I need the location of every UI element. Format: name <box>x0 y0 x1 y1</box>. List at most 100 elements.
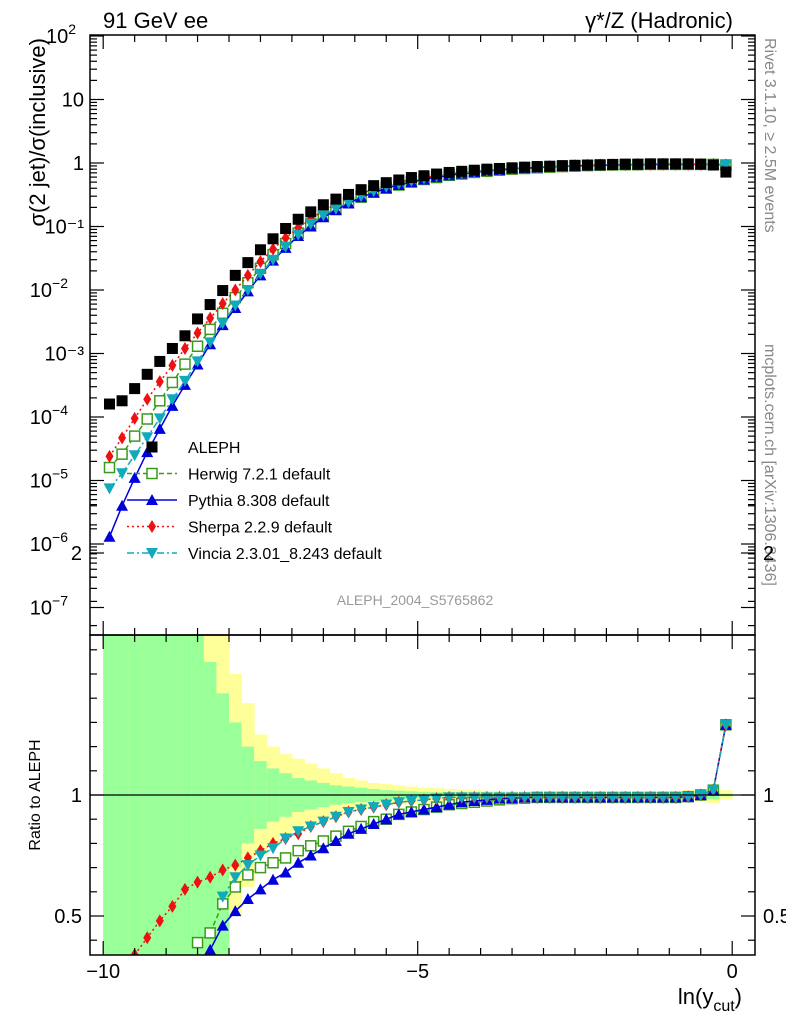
y-tick-label: 10−2 <box>30 275 68 302</box>
rivet-version-label: Rivet 3.1.10, ≥ 2.5M events <box>761 38 778 233</box>
ratio-point-vincia <box>355 804 368 816</box>
ratio-point-vincia <box>241 860 254 872</box>
ratio-y-tick-label: 2 <box>71 543 82 565</box>
ratio-point-sherpa <box>218 863 227 877</box>
ratio-point-vincia <box>292 826 305 838</box>
main-point-vincia <box>116 468 129 480</box>
main-point-vincia <box>204 337 217 349</box>
main-point-sherpa <box>206 311 215 325</box>
ratio-point-herwig <box>191 936 204 949</box>
main-point-aleph <box>242 257 254 269</box>
ratio-point-pythia <box>204 943 217 955</box>
main-point-aleph <box>531 161 543 173</box>
main-point-vincia <box>191 356 204 368</box>
main-point-aleph <box>506 162 518 174</box>
main-point-aleph <box>103 398 115 410</box>
main-point-aleph <box>707 159 719 171</box>
ratio-point-sherpa <box>168 899 177 913</box>
main-point-aleph <box>431 168 443 180</box>
header-left-title: 91 GeV ee <box>103 8 208 33</box>
legend-marker <box>146 548 158 559</box>
legend-label: ALEPH <box>188 440 240 457</box>
band-inner-bin <box>191 635 205 955</box>
main-point-herwig <box>154 395 166 407</box>
band-inner-bin <box>103 635 117 955</box>
ratio-y-tick-label: 1 <box>71 785 82 807</box>
main-point-aleph <box>468 164 480 176</box>
main-point-herwig <box>166 376 179 389</box>
main-point-pythia <box>103 530 116 542</box>
ratio-point-pythia <box>380 813 393 825</box>
main-point-aleph <box>607 158 619 170</box>
main-point-aleph <box>154 355 166 367</box>
ratio-ylabel: Ratio to ALEPH <box>27 739 44 850</box>
main-ylabel: σ(2 jet)/σ(inclusive) <box>25 38 50 227</box>
main-point-herwig <box>103 461 116 474</box>
main-point-aleph <box>393 174 405 186</box>
main-point-vincia <box>178 375 191 387</box>
main-point-aleph <box>519 161 531 173</box>
main-point-aleph <box>720 166 732 178</box>
main-point-aleph <box>657 158 669 170</box>
main-point-aleph <box>343 188 355 200</box>
ratio-y-tick-label-right: 0.5 <box>763 906 786 928</box>
legend-label: Pythia 8.308 default <box>188 493 330 510</box>
ratio-point-vincia <box>267 843 280 855</box>
main-point-aleph <box>418 170 430 182</box>
ratio-point-vincia <box>417 794 430 806</box>
ratio-point-vincia <box>405 796 418 808</box>
ratio-point-vincia <box>329 811 342 823</box>
main-point-sherpa <box>155 375 164 389</box>
ratio-point-pythia <box>342 827 355 839</box>
band-inner-bin <box>128 635 142 955</box>
main-point-vincia <box>342 197 355 209</box>
main-point-aleph <box>405 172 417 184</box>
main-point-sherpa <box>118 431 127 445</box>
ratio-point-vincia <box>254 850 267 862</box>
main-point-herwig <box>191 340 204 353</box>
main-point-aleph <box>544 160 556 172</box>
ratio-point-herwig <box>305 840 317 852</box>
main-point-aleph <box>569 159 581 171</box>
main-point-aleph <box>380 177 392 189</box>
y-tick-label: 10−7 <box>30 593 68 620</box>
legend-label: Herwig 7.2.1 default <box>188 467 331 484</box>
ratio-point-vincia <box>380 799 393 811</box>
main-point-aleph <box>556 160 568 172</box>
ratio-point-pythia <box>279 866 292 878</box>
ratio-point-sherpa <box>180 882 189 896</box>
main-point-vincia <box>103 483 116 495</box>
band-inner-bin <box>140 635 155 955</box>
band-inner-bin <box>178 635 192 955</box>
main-point-vincia <box>216 318 229 330</box>
main-point-aleph <box>229 269 241 281</box>
x-axis-label: ln(ycut) <box>678 984 742 1015</box>
main-point-aleph <box>632 158 644 170</box>
ratio-point-pythia <box>292 856 305 868</box>
ratio-point-pythia <box>367 818 380 830</box>
legend-label: Vincia 2.3.01_8.243 default <box>188 546 382 563</box>
ratio-point-pythia <box>267 873 280 885</box>
ratio-point-herwig <box>267 857 279 869</box>
ratio-point-vincia <box>430 793 443 805</box>
main-point-sherpa <box>193 326 202 340</box>
y-tick-label: 10−5 <box>30 466 68 493</box>
ratio-point-vincia <box>229 872 242 884</box>
main-point-aleph <box>682 158 694 170</box>
ratio-point-pythia <box>229 905 242 917</box>
main-point-aleph <box>292 213 304 225</box>
ratio-point-pythia <box>392 808 405 820</box>
ratio-point-pythia <box>254 883 267 895</box>
ratio-y-tick-label-right: 2 <box>763 543 774 565</box>
y-tick-label: 10−4 <box>30 402 68 429</box>
ratio-point-vincia <box>367 802 380 814</box>
main-point-vincia <box>241 285 254 296</box>
ratio-point-vincia <box>304 821 317 833</box>
main-point-herwig <box>204 323 216 336</box>
main-point-vincia <box>229 300 242 312</box>
ratio-point-vincia <box>392 797 405 809</box>
legend-marker <box>146 441 158 453</box>
main-point-vincia <box>153 413 166 425</box>
ratio-point-herwig <box>292 844 304 857</box>
main-point-pythia <box>153 422 166 434</box>
